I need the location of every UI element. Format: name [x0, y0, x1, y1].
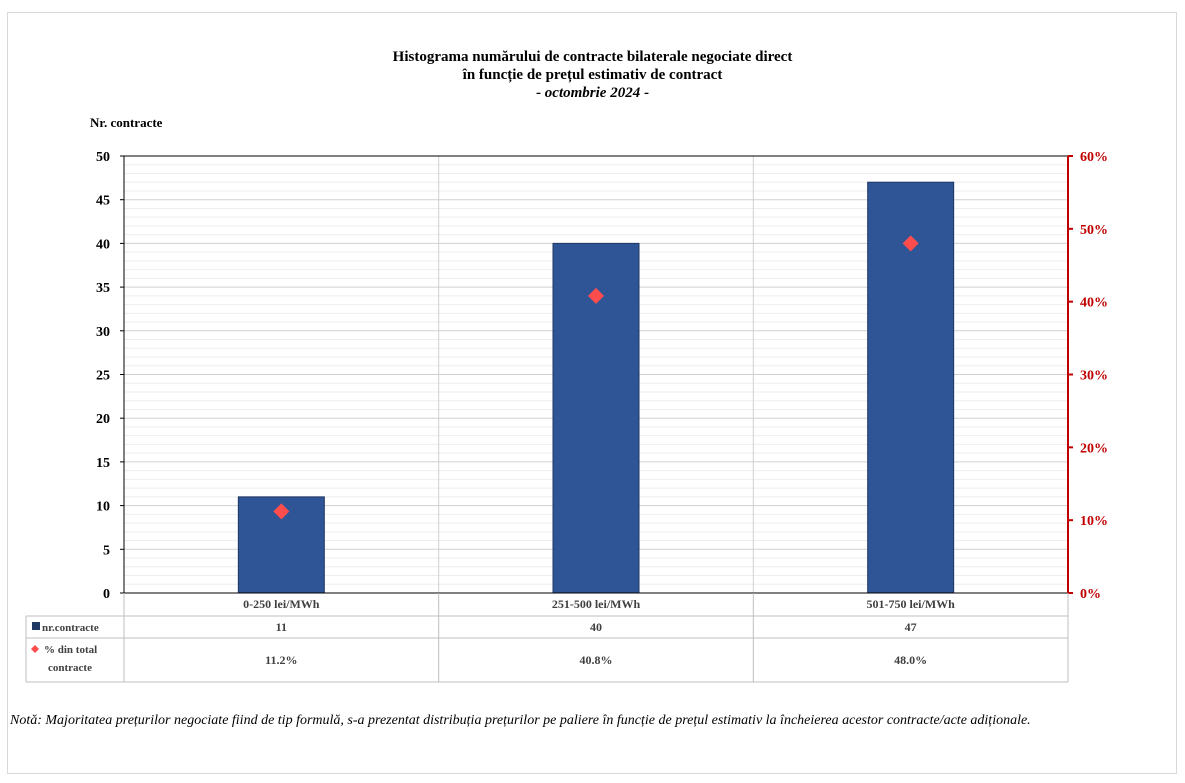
y-tick-label: 35	[96, 281, 110, 296]
legend-label-marker-line1: % din total	[44, 644, 97, 656]
marker-point	[902, 235, 919, 252]
y2-tick-label: 50%	[1080, 223, 1108, 238]
title-period: octombrie 2024	[544, 85, 641, 101]
y-tick-label: 10	[96, 500, 110, 515]
y-tick-label: 5	[103, 543, 110, 558]
legend-label-marker-line2: contracte	[48, 662, 92, 674]
marker-series	[273, 235, 919, 520]
y-tick-label: 45	[96, 194, 110, 209]
legend-label-bar: nr.contracte	[42, 622, 99, 634]
table-value-count: 40	[590, 620, 602, 634]
marker-point	[273, 503, 290, 520]
x-category-label: 0-250 lei/MWh	[243, 597, 320, 611]
data-table: 0-250 lei/MWh 251-500 lei/MWh 501-750 lei/…	[25, 593, 1069, 683]
chart-svg: 0 5 10 15 20 25 30 35 40 45 50 0% 10% 20% 30% 40% 50% 60…	[25, 150, 1108, 683]
y-tick-label: 25	[96, 369, 110, 384]
title-line-1: Histograma numărului de contracte bilate…	[392, 49, 793, 65]
title-prefix: -	[536, 85, 545, 101]
y2-tick-label: 0%	[1080, 587, 1101, 602]
table-value-percent: 48.0%	[894, 653, 927, 667]
y-tick-label: 15	[96, 456, 110, 471]
title-suffix: -	[640, 85, 649, 101]
x-category-label: 251-500 lei/MWh	[552, 597, 641, 611]
marker-point	[588, 287, 604, 304]
legend-swatch-marker	[31, 645, 39, 653]
y2-tick-label: 60%	[1080, 150, 1108, 165]
right-axis-ticks: 0% 10% 20% 30% 40% 50% 60%	[1068, 150, 1108, 602]
y2-tick-label: 30%	[1080, 369, 1108, 384]
legend-swatch-bar	[32, 622, 40, 630]
title-line-2: în funcție de prețul estimativ de contra…	[462, 67, 723, 83]
y2-tick-label: 10%	[1080, 514, 1108, 529]
y-tick-label: 40	[96, 237, 110, 252]
y-axis-title: Nr. contracte	[90, 115, 163, 130]
x-category-label: 501-750 lei/MWh	[867, 597, 956, 611]
table-value-percent: 40.8%	[580, 653, 613, 667]
table-value-percent: 11.2%	[265, 653, 297, 667]
y-tick-label: 0	[103, 587, 110, 602]
left-axis-ticks: 0 5 10 15 20 25 30 35 40 45 50	[96, 150, 124, 602]
footnote: Notă: Majoritatea prețurilor negociate f…	[10, 713, 1031, 728]
table-value-count: 47	[905, 620, 917, 634]
y-tick-label: 20	[96, 412, 110, 427]
y-tick-label: 30	[96, 325, 110, 340]
y2-tick-label: 20%	[1080, 441, 1108, 456]
y2-tick-label: 40%	[1080, 296, 1108, 311]
y-tick-label: 50	[96, 150, 110, 165]
chart-title: Histograma numărului de contracte bilate…	[0, 48, 1185, 102]
title-line-3: - octombrie 2024 -	[0, 84, 1185, 102]
table-value-count: 11	[276, 620, 287, 634]
